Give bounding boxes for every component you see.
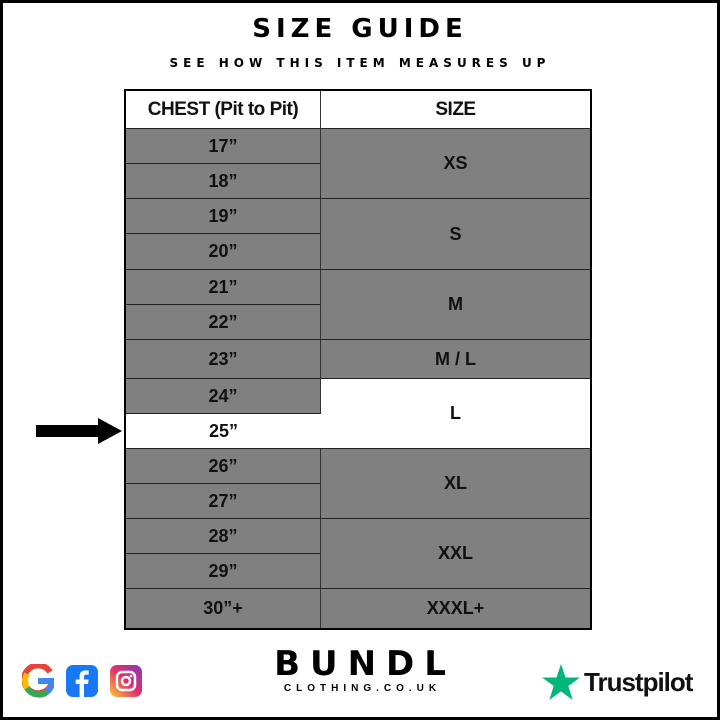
size-cell: M (321, 270, 590, 340)
size-cell: XS (321, 129, 590, 199)
chest-cell: 24” (126, 379, 321, 414)
header-size: SIZE (321, 91, 590, 129)
chest-cell: 23” (126, 340, 321, 379)
size-cell: S (321, 199, 590, 270)
size-cell: XXXL+ (426, 598, 485, 618)
arrow-right-icon (36, 418, 122, 444)
brand-logo: BUNDL CLOTHING.CO.UK (250, 645, 470, 695)
chest-cell: 27” (126, 484, 321, 519)
subtitle: SEE HOW THIS ITEM MEASURES UP (169, 56, 551, 70)
size-cell: XL (321, 449, 590, 519)
chest-cell: 30”+ (126, 589, 321, 628)
google-icon[interactable] (22, 664, 54, 698)
chest-cell: 19” (126, 199, 321, 234)
trustpilot-text: Trustpilot (584, 667, 693, 697)
chest-cell: 20” (126, 234, 321, 270)
chest-cell: 22” (126, 305, 321, 340)
chest-cell-highlighted: 25” (126, 414, 321, 449)
facebook-icon[interactable] (66, 665, 98, 697)
size-table: CHEST (Pit to Pit) SIZE 17” 18” 19” 20” … (124, 89, 592, 630)
chest-cell: 21” (126, 270, 321, 305)
brand-domain: CLOTHING.CO.UK (283, 683, 442, 694)
social-icons (22, 664, 142, 698)
chest-cell: 18” (126, 164, 321, 199)
chest-cell: 29” (126, 554, 321, 589)
header-chest: CHEST (Pit to Pit) (126, 91, 321, 129)
chest-cell: 17” (126, 129, 321, 164)
size-cell: M / L (321, 340, 590, 379)
size-cell: XXL (321, 519, 590, 589)
trustpilot-logo[interactable]: Trustpilot (542, 664, 693, 700)
instagram-icon[interactable] (110, 665, 142, 697)
brand-name: BUNDL (274, 644, 456, 684)
chest-cell: 28” (126, 519, 321, 554)
page-title: SIZE GUIDE (252, 14, 468, 44)
chest-cell: 26” (126, 449, 321, 484)
trustpilot-star-icon (542, 664, 580, 700)
size-cell-highlighted: L (321, 379, 590, 449)
